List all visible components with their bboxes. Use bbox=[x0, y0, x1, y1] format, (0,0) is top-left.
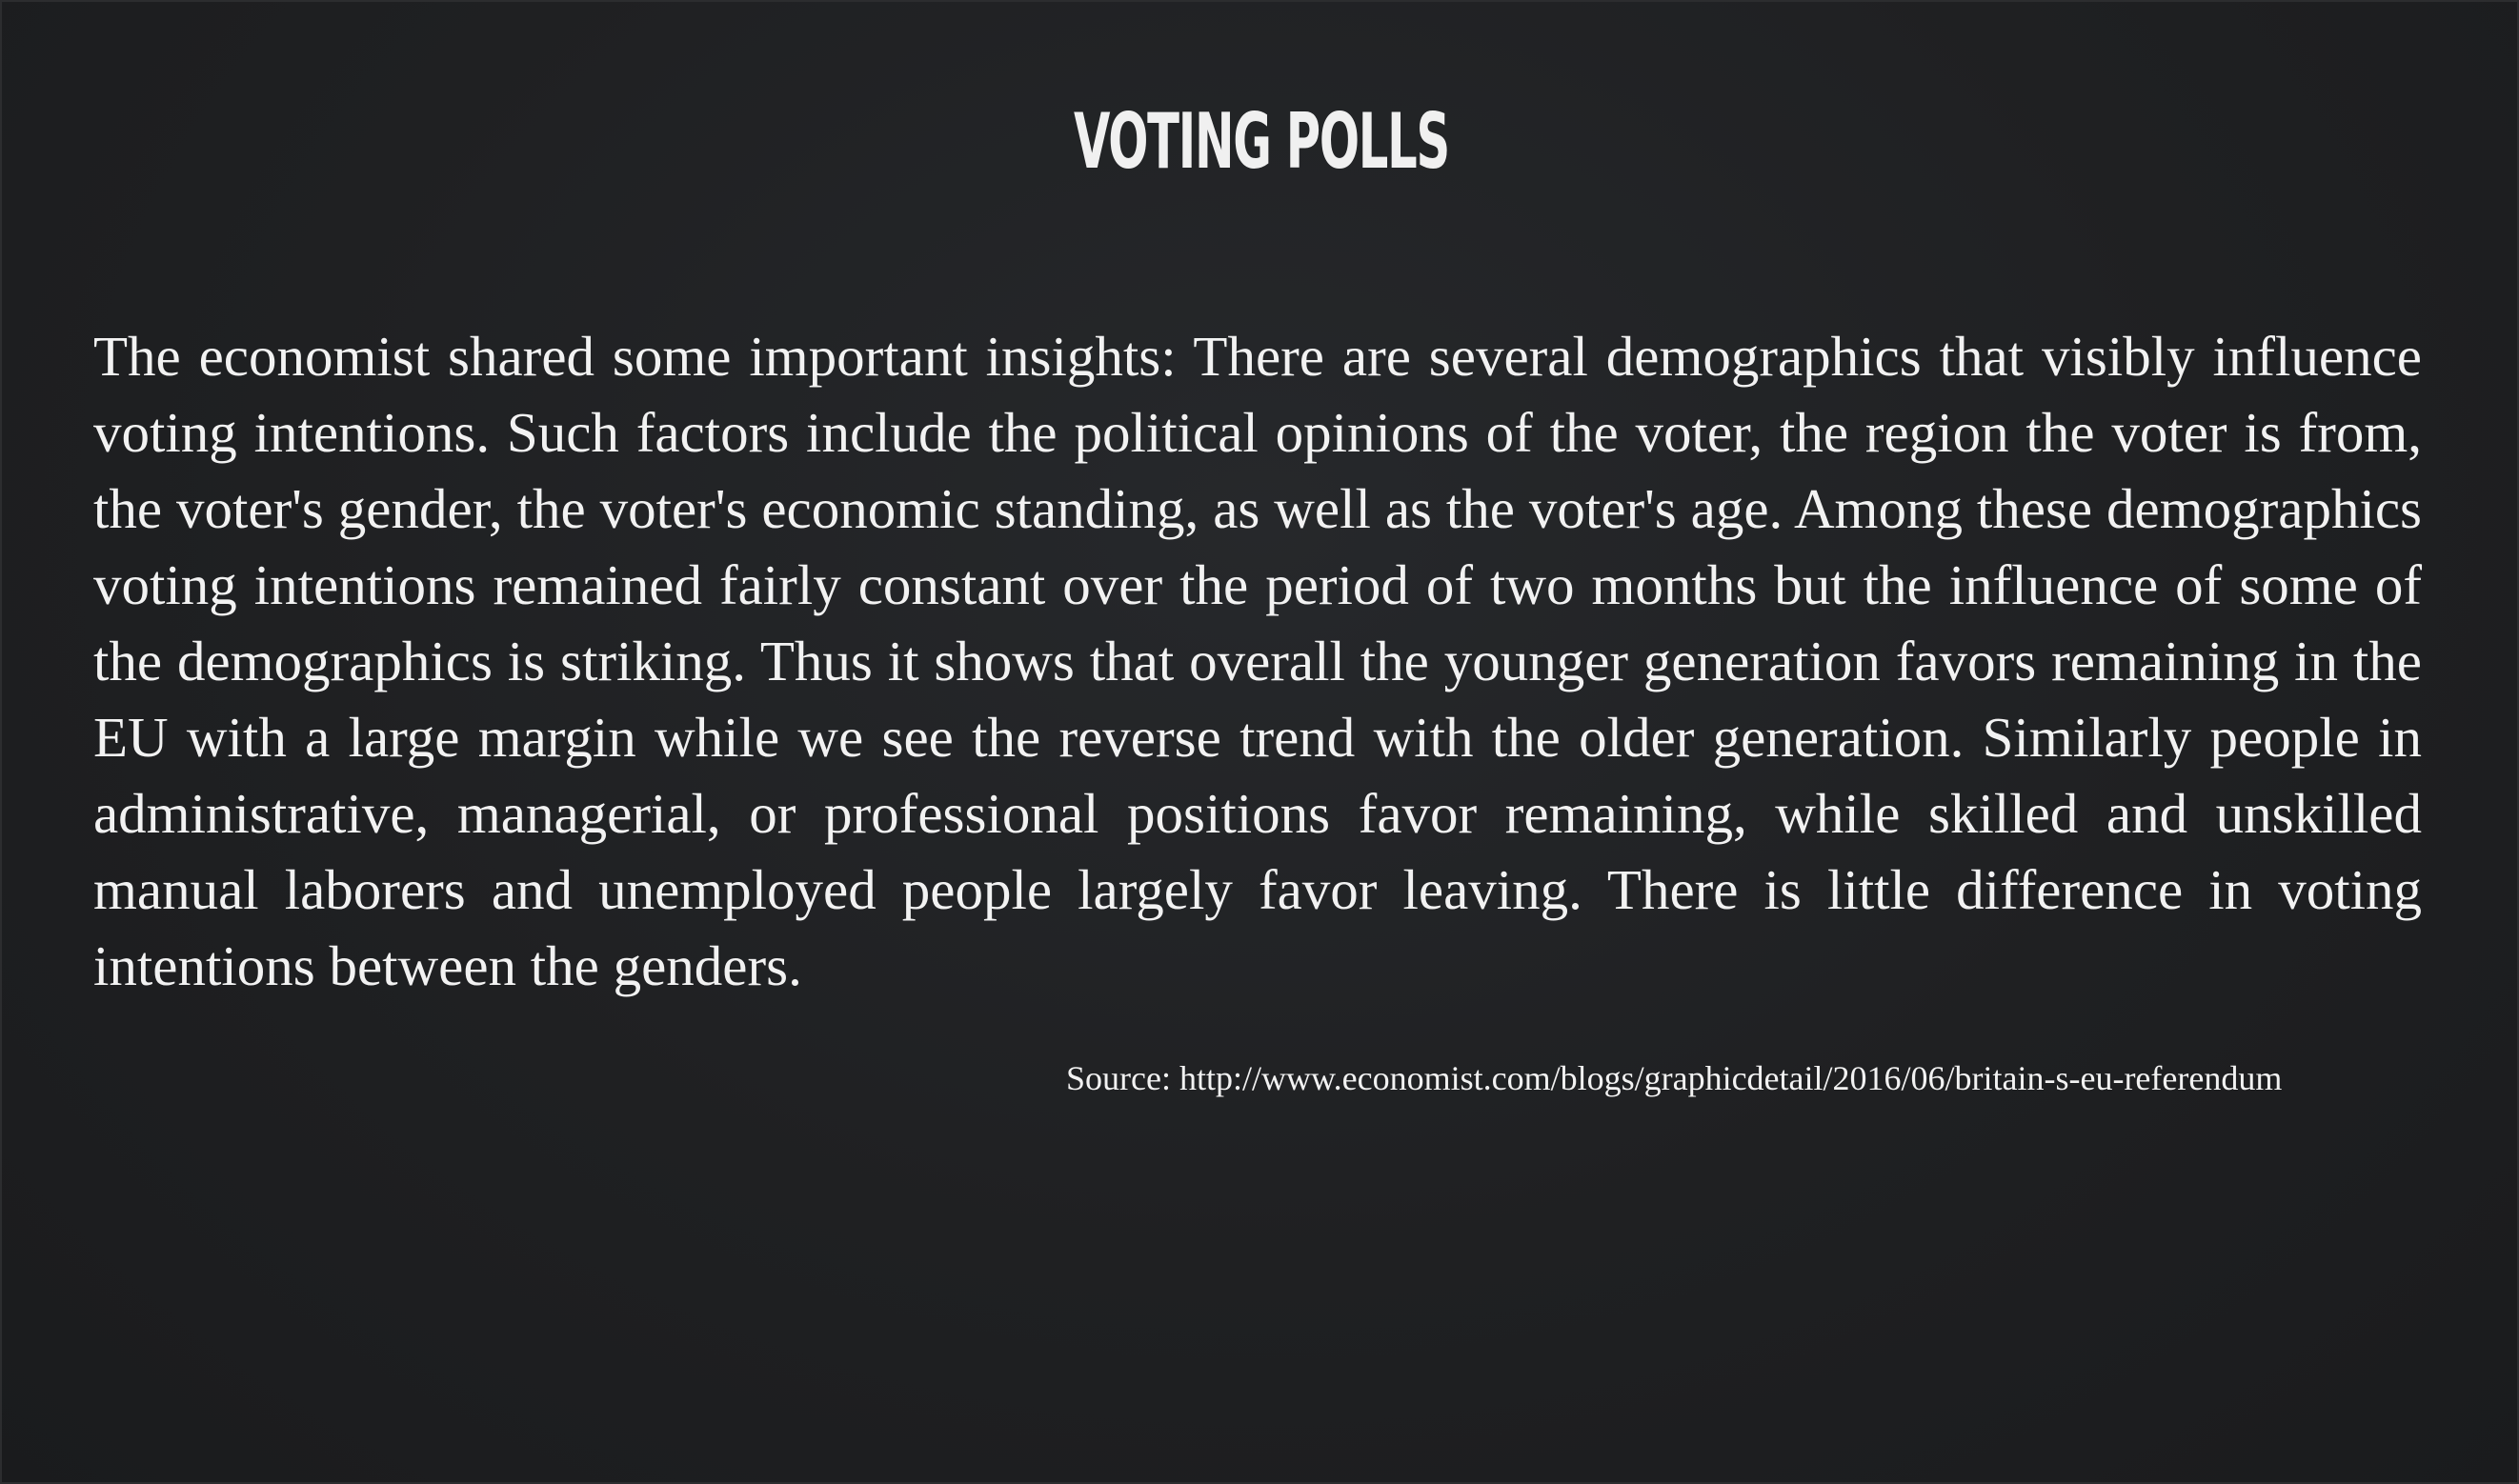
source-citation: Source: http://www.economist.com/blogs/g… bbox=[1066, 1059, 2283, 1097]
slide-title: VOTING POLLS bbox=[1073, 97, 1450, 186]
body-paragraph: The economist shared some important insi… bbox=[93, 325, 2422, 997]
